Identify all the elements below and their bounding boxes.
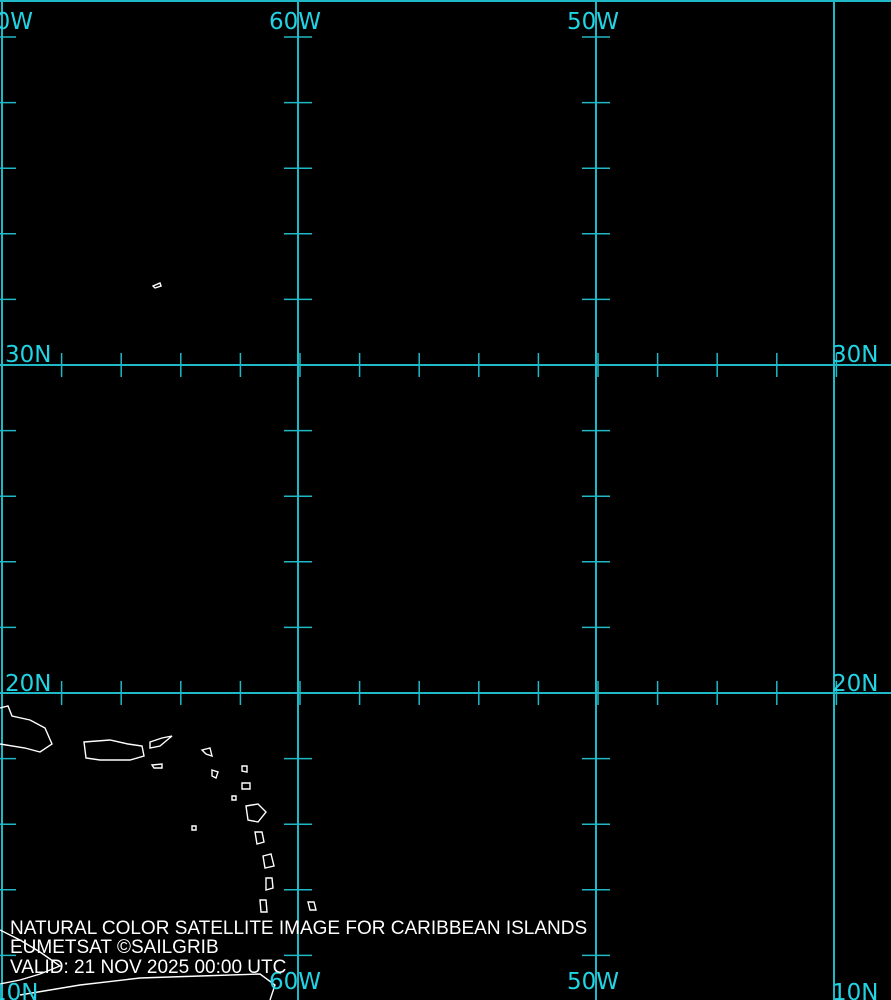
lon-label: 60W: [269, 9, 321, 35]
lon-label: 60W: [269, 969, 321, 995]
lon-label: 70W: [0, 9, 33, 35]
lat-label: 30N: [832, 342, 878, 368]
lat-label: 30N: [5, 342, 51, 368]
lat-label: 10N: [0, 980, 38, 1000]
lat-label: 20N: [832, 671, 878, 697]
grid-labels: 70W 60W 50W 30N 20N 30N 20N 10N 60W 50W …: [0, 9, 878, 1000]
lat-label: 20N: [5, 671, 51, 697]
caption: NATURAL COLOR SATELLITE IMAGE FOR CARIBB…: [10, 918, 587, 978]
caption-credit: EUMETSAT ©SAILGRIB: [10, 937, 219, 958]
lon-label: 50W: [567, 969, 619, 995]
coastlines: [0, 282, 317, 1000]
caption-title: NATURAL COLOR SATELLITE IMAGE FOR CARIBB…: [10, 918, 587, 939]
lat-label: 10N: [832, 980, 878, 1000]
lon-label: 50W: [567, 9, 619, 35]
caption-valid: VALID: 21 NOV 2025 00:00 UTC: [10, 957, 286, 978]
